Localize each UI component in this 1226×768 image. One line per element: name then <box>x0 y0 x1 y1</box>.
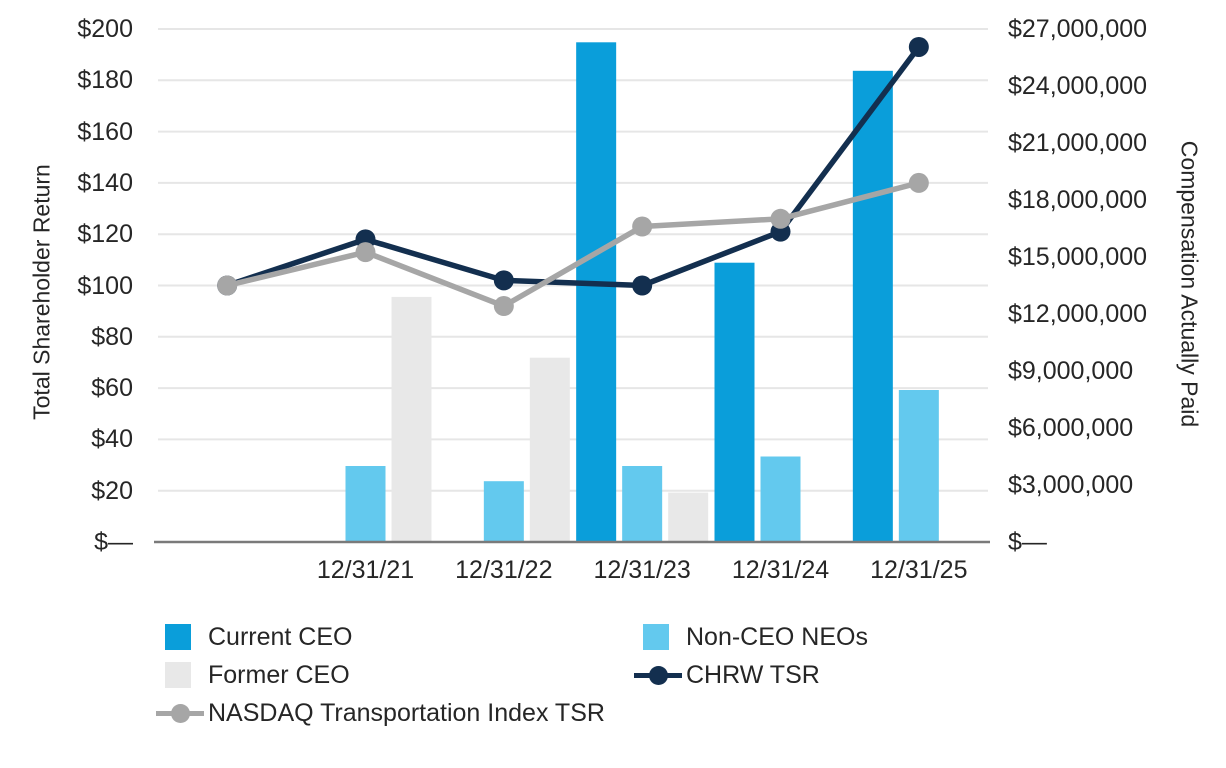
left-axis-tick: $— <box>94 528 133 556</box>
legend-item-nasdaq-transportation-index-tsr: NASDAQ Transportation Index TSR <box>152 699 605 727</box>
left-axis-tick: $120 <box>77 220 133 249</box>
legend-swatch-icon <box>152 623 208 651</box>
legend-label: Current CEO <box>208 623 353 651</box>
right-axis-tick: $9,000,000 <box>1008 357 1134 385</box>
left-axis-tick: $180 <box>77 66 133 95</box>
marker-nasdaq-transportation-index-tsr-5 <box>908 172 929 193</box>
legend-label: Former CEO <box>208 661 350 689</box>
bar-non-ceo-neos-12-31-25 <box>898 390 939 542</box>
legend-item-former-ceo: Former CEO <box>152 661 350 689</box>
right-axis-tick: $6,000,000 <box>1008 414 1134 442</box>
bar-former-ceo-12-31-22 <box>529 357 570 542</box>
chart-canvas <box>154 28 990 544</box>
bar-non-ceo-neos-12-31-22 <box>483 481 524 542</box>
right-axis-title: Compensation Actually Paid <box>1176 140 1203 428</box>
legend-item-current-ceo: Current CEO <box>152 623 352 651</box>
left-axis-tick: $80 <box>91 322 133 351</box>
marker-nasdaq-transportation-index-tsr-4 <box>770 208 791 229</box>
bar-non-ceo-neos-12-31-23 <box>622 466 663 542</box>
x-axis-label: 12/31/23 <box>593 556 691 584</box>
line-nasdaq-transportation-index-tsr <box>224 180 922 309</box>
bar-former-ceo-12-31-23 <box>668 492 709 542</box>
left-axis-tick: $160 <box>77 117 133 146</box>
right-axis-tick: $27,000,000 <box>1008 15 1148 43</box>
left-axis-tick: $40 <box>91 425 133 454</box>
dot-swatch <box>170 703 190 723</box>
bar-former-ceo-12-31-21 <box>391 296 432 542</box>
bar-current-ceo-12-31-25 <box>852 70 893 543</box>
bar-non-ceo-neos-12-31-24 <box>760 456 801 542</box>
left-axis-tick: $200 <box>77 15 133 43</box>
left-axis-tick: $100 <box>77 271 133 300</box>
color-swatch <box>165 624 191 650</box>
marker-nasdaq-transportation-index-tsr-0 <box>217 275 238 296</box>
right-axis-tick: $18,000,000 <box>1008 186 1148 214</box>
left-axis-tick: $140 <box>77 168 133 197</box>
left-axis-tick: $60 <box>91 374 133 403</box>
bar-current-ceo-12-31-23 <box>576 42 617 543</box>
dot-swatch <box>648 665 668 685</box>
marker-chrw-tsr-2 <box>493 270 514 291</box>
right-axis-tick: $21,000,000 <box>1008 129 1148 157</box>
bar-current-ceo-12-31-24 <box>714 262 755 542</box>
legend-item-chrw-tsr: CHRW TSR <box>630 661 820 689</box>
marker-nasdaq-transportation-index-tsr-3 <box>632 216 653 237</box>
right-axis-tick: $12,000,000 <box>1008 300 1148 328</box>
x-axis-label: 12/31/25 <box>870 556 968 584</box>
legend-line-marker-icon <box>630 661 686 689</box>
right-axis-tick: $24,000,000 <box>1008 72 1148 100</box>
x-axis-label: 12/31/24 <box>731 556 830 584</box>
marker-chrw-tsr-5 <box>908 36 929 57</box>
color-swatch <box>643 624 669 650</box>
legend-label: NASDAQ Transportation Index TSR <box>208 699 605 727</box>
marker-nasdaq-transportation-index-tsr-1 <box>355 242 376 263</box>
x-axis-label: 12/31/21 <box>316 556 415 584</box>
legend-label: CHRW TSR <box>686 661 820 689</box>
legend-label: Non-CEO NEOs <box>686 623 868 651</box>
line-chrw-tsr <box>224 44 922 289</box>
right-axis-tick: $15,000,000 <box>1008 243 1148 271</box>
right-axis-tick: $— <box>1008 528 1047 556</box>
marker-chrw-tsr-3 <box>632 275 653 296</box>
color-swatch <box>165 662 191 688</box>
legend-item-non-ceo-neos: Non-CEO NEOs <box>630 623 868 651</box>
left-axis-tick: $20 <box>91 476 133 505</box>
left-axis-title: Total Shareholder Return <box>28 164 55 420</box>
bar-non-ceo-neos-12-31-21 <box>345 466 386 542</box>
legend-line-marker-icon <box>152 699 208 727</box>
marker-nasdaq-transportation-index-tsr-2 <box>493 296 514 317</box>
x-axis-label: 12/31/22 <box>455 556 553 584</box>
legend-swatch-icon <box>152 661 208 689</box>
right-axis-tick: $3,000,000 <box>1008 471 1134 499</box>
legend-swatch-icon <box>630 623 686 651</box>
